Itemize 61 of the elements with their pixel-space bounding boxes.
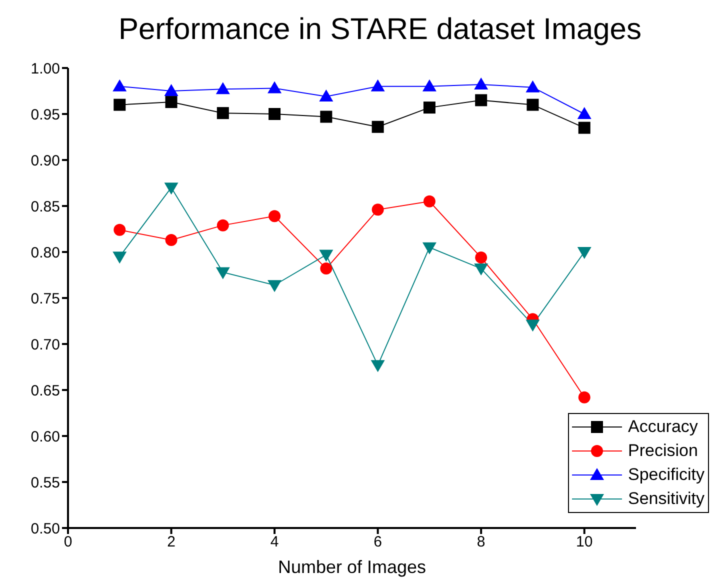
point bbox=[216, 107, 229, 120]
y-tick-label: 0.75 bbox=[30, 290, 60, 308]
point bbox=[423, 102, 436, 114]
point bbox=[268, 280, 282, 292]
point bbox=[372, 204, 384, 216]
legend-label: Specificity bbox=[628, 465, 705, 485]
legend-label: Accuracy bbox=[628, 417, 698, 437]
y-tick-label: 0.80 bbox=[30, 244, 60, 262]
point bbox=[474, 78, 488, 90]
y-tick-label: 0.55 bbox=[30, 474, 60, 492]
point bbox=[320, 262, 332, 275]
point bbox=[474, 264, 488, 276]
point bbox=[216, 82, 230, 94]
chart-title: Performance in STARE dataset Images bbox=[117, 12, 642, 48]
legend-label: Precision bbox=[628, 441, 698, 461]
point bbox=[216, 267, 230, 280]
point bbox=[216, 219, 229, 232]
point bbox=[268, 81, 282, 94]
point bbox=[370, 79, 385, 92]
point bbox=[577, 107, 592, 119]
point bbox=[526, 98, 539, 111]
point bbox=[370, 360, 385, 372]
legend-label: Sensitivity bbox=[628, 489, 705, 509]
point bbox=[164, 84, 178, 96]
point bbox=[526, 320, 540, 332]
point bbox=[423, 195, 436, 208]
point bbox=[526, 80, 540, 92]
point bbox=[165, 234, 178, 246]
point bbox=[475, 94, 488, 106]
y-tick-label: 1.00 bbox=[30, 60, 60, 78]
point bbox=[422, 79, 436, 92]
x-tick-label: 6 bbox=[374, 534, 382, 551]
point bbox=[422, 242, 436, 254]
y-tick-label: 0.95 bbox=[30, 106, 60, 124]
y-tick-label: 0.50 bbox=[30, 520, 60, 538]
y-tick-label: 0.70 bbox=[30, 336, 60, 354]
point bbox=[112, 79, 127, 92]
x-axis-title: Number of Images bbox=[278, 557, 426, 577]
y-tick-label: 0.60 bbox=[30, 428, 60, 446]
point bbox=[320, 110, 332, 123]
point bbox=[578, 122, 590, 134]
point bbox=[114, 224, 126, 236]
point bbox=[319, 250, 334, 262]
x-tick-label: 2 bbox=[167, 534, 176, 551]
x-tick-label: 0 bbox=[64, 534, 72, 551]
point bbox=[268, 108, 281, 120]
point bbox=[577, 247, 592, 259]
point bbox=[268, 210, 281, 222]
point bbox=[372, 120, 384, 133]
point bbox=[319, 90, 334, 102]
point bbox=[112, 252, 127, 264]
x-tick-label: 8 bbox=[476, 534, 486, 551]
point bbox=[164, 182, 178, 195]
point bbox=[165, 96, 178, 108]
x-tick-label: 4 bbox=[270, 534, 279, 551]
point bbox=[114, 98, 126, 111]
y-tick-label: 0.65 bbox=[30, 382, 60, 400]
y-tick-label: 0.90 bbox=[30, 152, 60, 170]
point bbox=[475, 252, 488, 264]
y-tick-label: 0.85 bbox=[30, 198, 60, 216]
x-tick-label: 10 bbox=[576, 534, 593, 551]
